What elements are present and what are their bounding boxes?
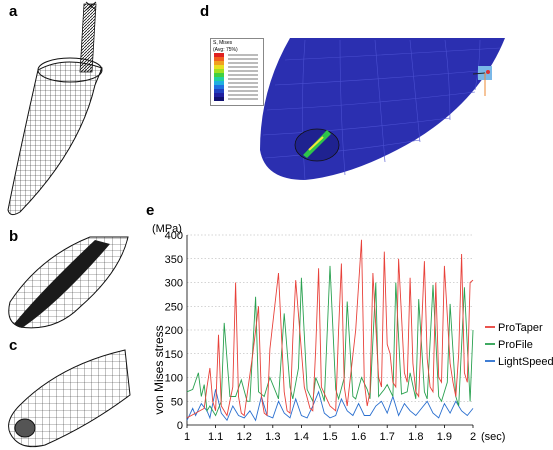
apex-c: [14, 418, 36, 438]
x-tick-label: 1.2: [237, 431, 252, 443]
x-tick-label: 1: [184, 431, 190, 443]
stress-hotspot: [303, 130, 331, 158]
panel-label-a: a: [9, 3, 18, 20]
x-tick-label: 1.8: [408, 431, 423, 443]
series-line-protaper: [186, 239, 474, 419]
y-unit-label: (MPa): [152, 223, 182, 235]
x-axis-label: (sec): [481, 431, 505, 443]
tooth-mesh-a: [7, 61, 103, 216]
contour-legend-subtitle: (Avg: 75%): [213, 47, 238, 53]
series-line-profile: [186, 265, 474, 417]
mesh-illustration-c: [8, 349, 131, 448]
file-in-canal-b: [14, 240, 110, 328]
x-tick-label: 1.4: [294, 431, 309, 443]
y-tick-label: 400: [165, 230, 183, 242]
x-tick-label: 1.5: [322, 431, 337, 443]
y-tick-label: 50: [171, 396, 183, 408]
contour-scale-ticks: [228, 54, 258, 100]
y-tick-label: 200: [165, 325, 183, 337]
y-tick-label: 250: [165, 301, 183, 313]
x-tick-label: 1.3: [265, 431, 280, 443]
stress-chart: (MPa) von Mises stress 0 50 100 150 200 250 30…: [152, 223, 553, 443]
y-tick-label: 100: [165, 373, 183, 385]
x-tick-label: 1.6: [351, 431, 366, 443]
mesh-illustration-a: [7, 1, 103, 216]
y-tick-label: 0: [177, 420, 183, 432]
x-tick-label: 1.9: [437, 431, 452, 443]
contour-legend: S, Mises (Avg: 75%): [210, 38, 264, 106]
panel-label-e: e: [146, 202, 155, 219]
y-axis-label: von Mises stress: [152, 325, 166, 414]
panel-label-d: d: [200, 3, 210, 20]
canal-opening-a: [37, 57, 103, 83]
legend-label: ProFile: [498, 339, 533, 351]
tooth-mesh-c: [8, 349, 131, 448]
x-tick-label: 1.7: [380, 431, 395, 443]
series-line-lightspeed: [186, 389, 474, 422]
contour-legend-title: S, Mises: [213, 40, 233, 46]
panel-label-b: b: [9, 228, 19, 245]
mesh-illustration-b: [8, 236, 129, 329]
coordinate-triad-icon: [472, 66, 492, 96]
fea-contour-d: [260, 38, 505, 181]
file-shaft-a: [79, 3, 97, 73]
legend-label: ProTaper: [498, 322, 543, 334]
panel-label-c: c: [9, 337, 18, 354]
y-tick-label: 350: [165, 254, 183, 266]
x-tick-label: 1.1: [208, 431, 223, 443]
y-tick-label: 150: [165, 349, 183, 361]
legend-label: LightSpeed: [498, 356, 553, 368]
contour-color-scale: [214, 53, 224, 101]
x-tick-label: 2: [470, 431, 476, 443]
y-tick-label: 300: [165, 278, 183, 290]
